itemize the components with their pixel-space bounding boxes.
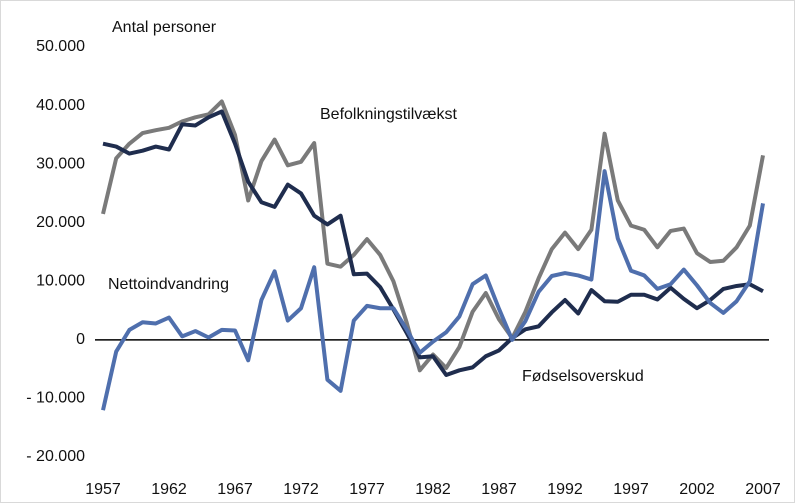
x-tick-label: 1957 <box>85 481 121 498</box>
y-tick-label: 30.000 <box>36 155 85 172</box>
series-line <box>101 169 765 411</box>
y-axis-label: Antal personer <box>112 19 217 36</box>
y-tick-label: 0 <box>76 331 85 348</box>
x-tick-label: 1992 <box>547 481 583 498</box>
series-label: Befolkningstilvækst <box>320 106 458 123</box>
x-tick-label: 1997 <box>613 481 649 498</box>
series-line <box>102 109 764 377</box>
y-tick-label: 20.000 <box>36 214 85 231</box>
x-tick-label: 2007 <box>745 481 781 498</box>
x-tick-label: 1977 <box>349 481 385 498</box>
y-tick-label: - 20.000 <box>26 448 85 465</box>
y-tick-label: - 10.000 <box>26 390 85 407</box>
y-tick-label: 40.000 <box>36 97 85 114</box>
x-tick-label: 1982 <box>415 481 451 498</box>
x-tick-label: 1987 <box>481 481 517 498</box>
x-tick-label: 2002 <box>679 481 715 498</box>
x-tick-label: 1962 <box>151 481 187 498</box>
series-label: Fødselsoverskud <box>522 368 644 385</box>
y-tick-label: 50.000 <box>36 38 85 55</box>
y-tick-label: 10.000 <box>36 273 85 290</box>
x-tick-label: 1967 <box>217 481 253 498</box>
x-tick-label: 1972 <box>283 481 319 498</box>
series-label: Nettoindvandring <box>108 276 229 293</box>
